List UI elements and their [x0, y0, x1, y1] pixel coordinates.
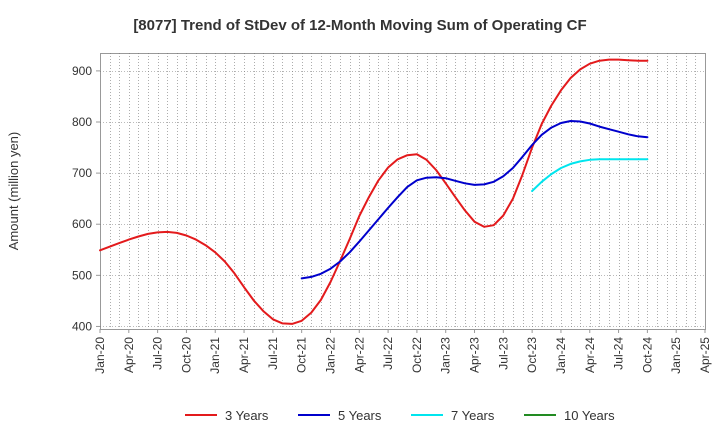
x-tick-label: Apr-22 [352, 337, 366, 373]
x-tick-label: Jan-20 [93, 337, 107, 374]
x-tick-label: Oct-22 [410, 337, 424, 373]
x-tick-label: Apr-21 [237, 337, 251, 373]
y-tick-label: 500 [72, 268, 92, 282]
y-tick-label: 800 [72, 115, 92, 129]
x-tick-label: Apr-20 [122, 337, 136, 373]
x-tick-label: Oct-20 [179, 337, 193, 373]
chart-title: [8077] Trend of StDev of 12-Month Moving… [133, 17, 586, 34]
series-layer [99, 58, 649, 325]
x-tick-label: Jul-24 [612, 337, 626, 370]
legend-label: 5 Years [338, 408, 382, 423]
x-tick-label: Jul-22 [381, 337, 395, 370]
x-tick-label: Jul-20 [151, 337, 165, 370]
x-tick-label: Apr-23 [468, 337, 482, 373]
x-tick-label: Oct-24 [640, 337, 654, 373]
gridlines [100, 53, 705, 329]
x-tick-label: Jul-21 [266, 337, 280, 370]
legend-label: 7 Years [451, 408, 495, 423]
x-tick-label: Jan-23 [439, 337, 453, 374]
x-tick-label: Oct-21 [295, 337, 309, 373]
y-tick-label: 900 [72, 64, 92, 78]
x-tick-label: Jan-22 [323, 337, 337, 374]
legend-label: 3 Years [225, 408, 269, 423]
x-tick-label: Oct-23 [525, 337, 539, 373]
y-axis-label: Amount (million yen) [6, 132, 21, 251]
x-tick-label: Jan-21 [208, 337, 222, 374]
x-tick-label: Jan-25 [669, 337, 683, 374]
x-tick-label: Apr-24 [583, 337, 597, 373]
series-line-7-years [531, 158, 649, 192]
x-tick-label: Apr-25 [698, 337, 712, 373]
y-axis: 400 500 600 700 800 900 [72, 64, 100, 333]
series-line-5-years [300, 120, 649, 280]
x-tick-label: Jan-24 [554, 337, 568, 374]
y-tick-label: 600 [72, 217, 92, 231]
legend: 3 Years 5 Years 7 Years 10 Years [185, 408, 615, 423]
y-tick-label: 400 [72, 319, 92, 333]
y-tick-label: 700 [72, 166, 92, 180]
x-tick-label: Jul-23 [496, 337, 510, 370]
series-line-3-years [99, 58, 649, 325]
x-axis: Jan-20 Apr-20 Jul-20 Oct-20 Jan-21 Apr-21 Jul-… [93, 329, 712, 374]
legend-label: 10 Years [564, 408, 615, 423]
